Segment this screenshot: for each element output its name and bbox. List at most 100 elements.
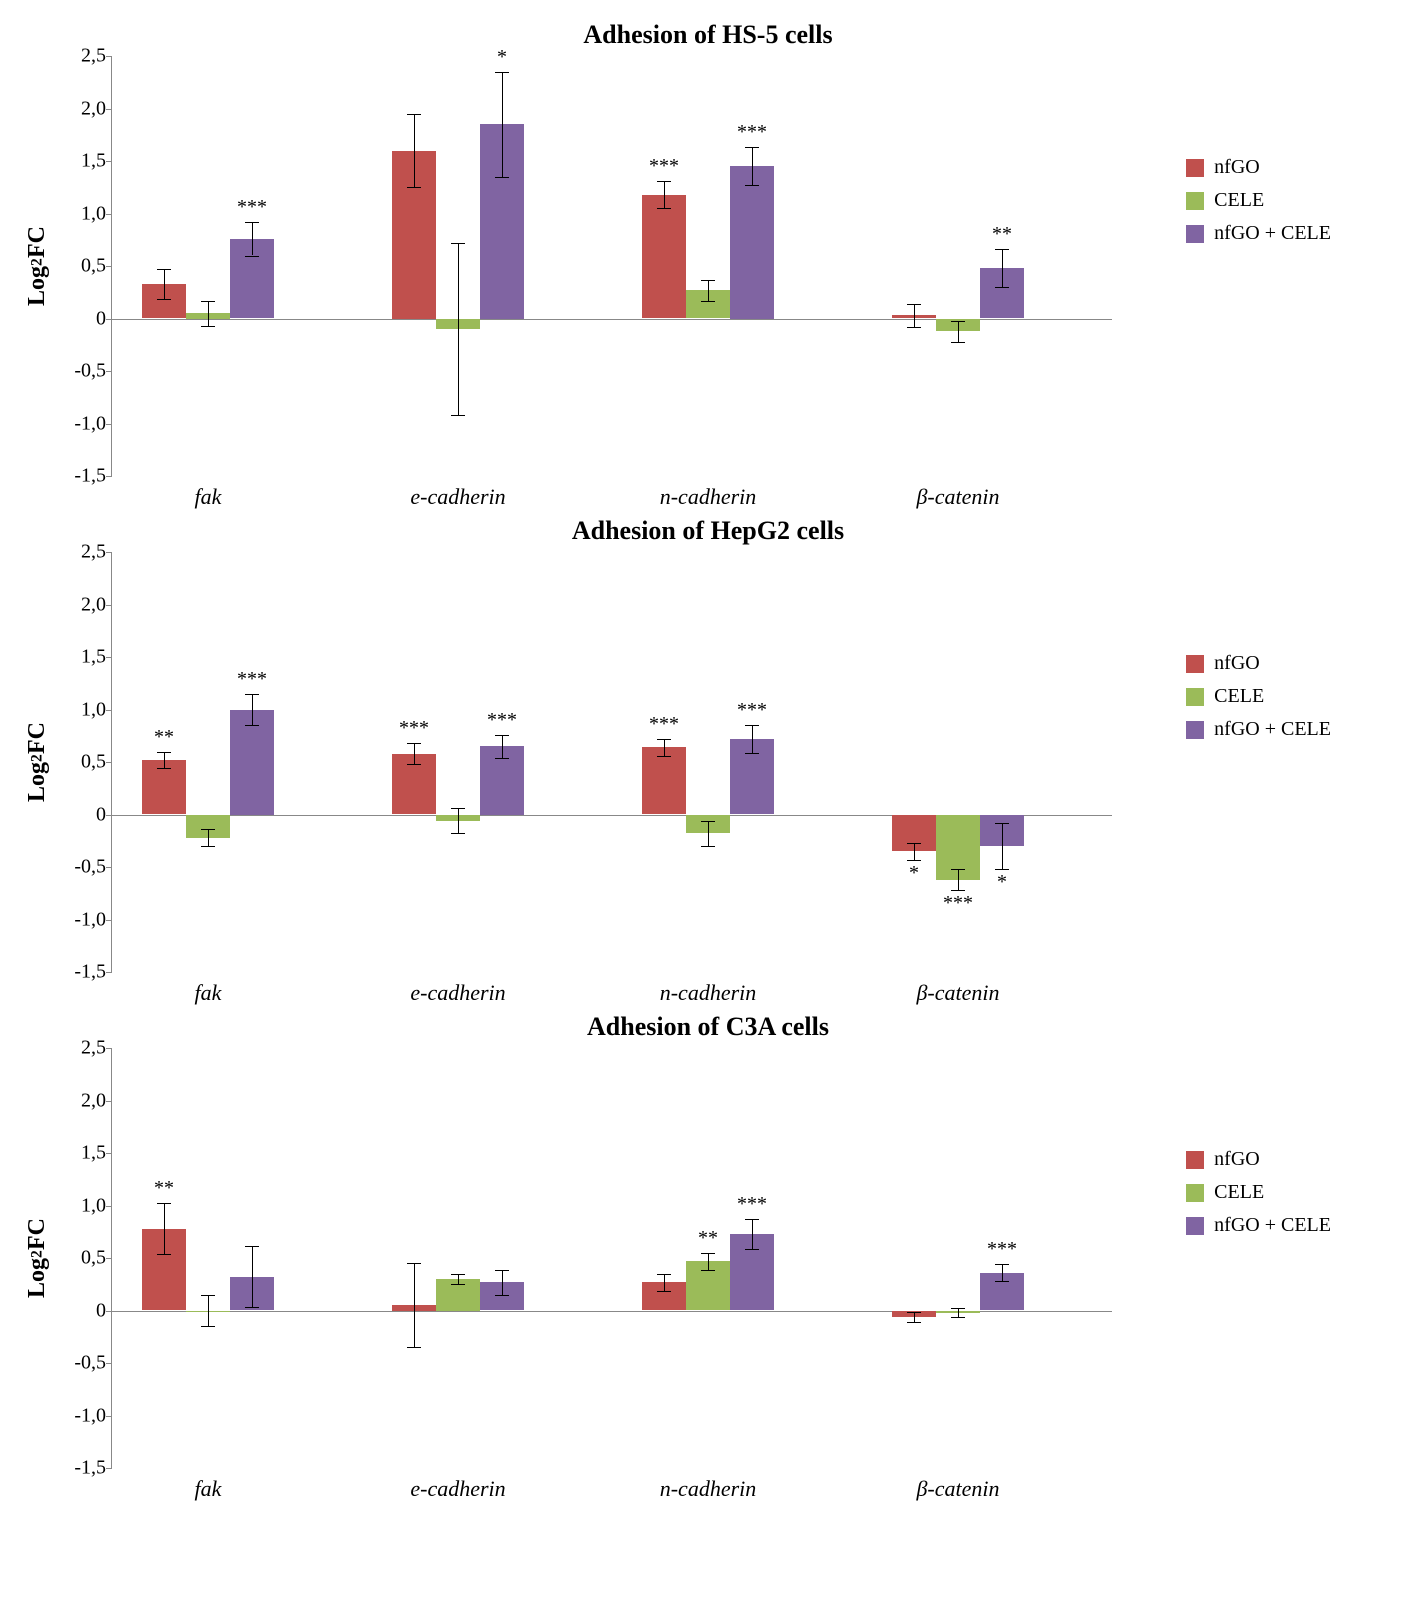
y-tick-mark: [106, 371, 112, 372]
significance-marker: *: [497, 46, 507, 69]
error-cap: [407, 1347, 421, 1348]
legend: nfGOCELEnfGO + CELE: [1186, 156, 1331, 255]
error-cap: [701, 280, 715, 281]
error-bar: [752, 147, 753, 185]
legend-item: nfGO + CELE: [1186, 222, 1331, 245]
y-tick-label: 0,5: [81, 255, 106, 278]
legend-item: nfGO: [1186, 1148, 1331, 1171]
error-cap: [495, 1270, 509, 1271]
error-bar: [752, 725, 753, 752]
y-tick-label: 1,5: [81, 150, 106, 173]
significance-marker: **: [992, 223, 1012, 246]
error-cap: [907, 327, 921, 328]
y-tick-label: 0,5: [81, 1247, 106, 1270]
x-category-label: e-cadherin: [410, 1476, 505, 1502]
x-category-label: e-cadherin: [410, 980, 505, 1006]
significance-marker: ***: [237, 196, 267, 219]
legend-label: nfGO: [1214, 156, 1260, 179]
error-cap: [657, 739, 671, 740]
error-cap: [201, 846, 215, 847]
y-tick-label: -1,0: [74, 1404, 106, 1427]
x-category-label: β-catenin: [916, 980, 999, 1006]
significance-marker: ***: [737, 699, 767, 722]
significance-marker: **: [154, 726, 174, 749]
error-bar: [502, 72, 503, 177]
error-cap: [995, 287, 1009, 288]
error-cap: [495, 1295, 509, 1296]
significance-marker: *: [997, 871, 1007, 894]
significance-marker: ***: [649, 155, 679, 178]
y-tick-mark: [106, 1048, 112, 1049]
error-cap: [245, 725, 259, 726]
error-cap: [951, 869, 965, 870]
error-cap: [495, 177, 509, 178]
error-cap: [907, 304, 921, 305]
y-tick-mark: [106, 424, 112, 425]
error-bar: [208, 1295, 209, 1327]
error-bar: [414, 1263, 415, 1347]
y-tick-label: 2,5: [81, 45, 106, 68]
y-tick-mark: [106, 109, 112, 110]
error-bar: [708, 280, 709, 301]
plot-area: **fake-cadherin*****n-cadherin***β-caten…: [111, 1048, 1112, 1468]
significance-marker: ***: [487, 709, 517, 732]
legend-swatch: [1186, 1151, 1204, 1169]
y-tick-mark: [106, 1363, 112, 1364]
error-bar: [752, 1219, 753, 1248]
y-tick-label: 1,0: [81, 698, 106, 721]
error-cap: [451, 243, 465, 244]
error-cap: [995, 1281, 1009, 1282]
error-cap: [157, 1203, 171, 1204]
error-cap: [701, 846, 715, 847]
error-cap: [701, 1253, 715, 1254]
x-category-label: e-cadherin: [410, 484, 505, 510]
error-bar: [414, 114, 415, 188]
y-tick-mark: [106, 762, 112, 763]
error-cap: [657, 1291, 671, 1292]
error-cap: [245, 1307, 259, 1308]
panel-title: Adhesion of C3A cells: [20, 1012, 1396, 1042]
error-cap: [157, 768, 171, 769]
x-category-label: n-cadherin: [660, 484, 757, 510]
error-cap: [745, 753, 759, 754]
y-tick-label: 2,0: [81, 1089, 106, 1112]
legend-item: CELE: [1186, 685, 1331, 708]
y-tick-label: -1,0: [74, 908, 106, 931]
legend-label: CELE: [1214, 685, 1264, 708]
legend-swatch: [1186, 688, 1204, 706]
error-bar: [958, 321, 959, 342]
y-tick-mark: [106, 657, 112, 658]
error-cap: [907, 1312, 921, 1313]
y-tick-label: -1,5: [74, 465, 106, 488]
error-cap: [407, 114, 421, 115]
error-bar: [958, 869, 959, 890]
error-cap: [201, 1326, 215, 1327]
error-bar: [252, 1246, 253, 1307]
y-tick-mark: [106, 266, 112, 267]
y-tick-mark: [106, 1101, 112, 1102]
y-tick-mark: [106, 56, 112, 57]
error-bar: [958, 1308, 959, 1316]
plot-region: -1,5-1,0-0,500,51,01,52,02,5*****fak****…: [51, 552, 1111, 972]
bar: [642, 747, 686, 814]
legend-swatch: [1186, 225, 1204, 243]
legend-label: CELE: [1214, 1181, 1264, 1204]
y-tick-mark: [106, 1416, 112, 1417]
error-cap: [407, 743, 421, 744]
error-bar: [914, 304, 915, 327]
y-tick-label: -0,5: [74, 856, 106, 879]
error-cap: [657, 181, 671, 182]
y-tick-mark: [106, 1206, 112, 1207]
error-cap: [407, 187, 421, 188]
significance-marker: **: [698, 1227, 718, 1250]
legend-item: nfGO + CELE: [1186, 718, 1331, 741]
y-tick-mark: [106, 920, 112, 921]
legend-label: nfGO + CELE: [1214, 222, 1331, 245]
error-bar: [208, 301, 209, 326]
error-cap: [451, 1274, 465, 1275]
y-tick-mark: [106, 214, 112, 215]
error-bar: [1002, 1264, 1003, 1281]
y-tick-mark: [106, 161, 112, 162]
significance-marker: ***: [737, 121, 767, 144]
error-bar: [502, 1270, 503, 1295]
